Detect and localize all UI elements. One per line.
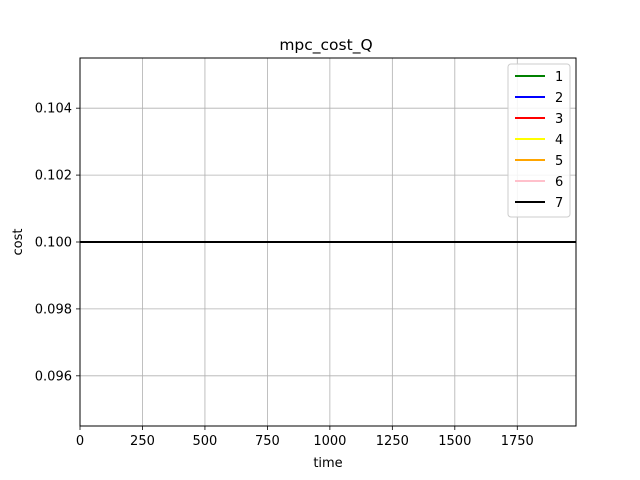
y-axis-label: cost [11,229,26,256]
y-tick-label: 0.102 [35,169,72,184]
legend-label-3: 3 [555,112,563,127]
x-tick-label: 500 [193,434,218,449]
y-tick-label: 0.100 [35,236,72,251]
x-tick-label: 1000 [313,434,346,449]
legend-label-1: 1 [555,70,563,85]
x-tick-label: 1750 [501,434,534,449]
x-tick-label: 1500 [438,434,471,449]
x-tick-label: 1250 [376,434,409,449]
legend-label-6: 6 [555,175,563,190]
y-tick-label: 0.098 [35,302,72,317]
legend: 1 2 3 4 5 6 7 [507,63,571,218]
legend-label-7: 7 [555,196,563,211]
legend-box [507,63,571,218]
legend-label-2: 2 [555,91,563,106]
x-axis-label: time [313,456,342,471]
axis-ticks: 0 250 500 750 1000 1250 1500 1750 0.096 0.098 0.10… [35,102,534,449]
y-tick-label: 0.096 [35,369,72,384]
x-tick-label: 750 [255,434,280,449]
legend-label-5: 5 [555,154,563,169]
legend-label-4: 4 [555,133,563,148]
chart-title: mpc_cost_Q [279,36,372,55]
x-tick-label: 250 [130,434,155,449]
y-tick-label: 0.104 [35,102,72,117]
x-tick-label: 0 [76,434,84,449]
